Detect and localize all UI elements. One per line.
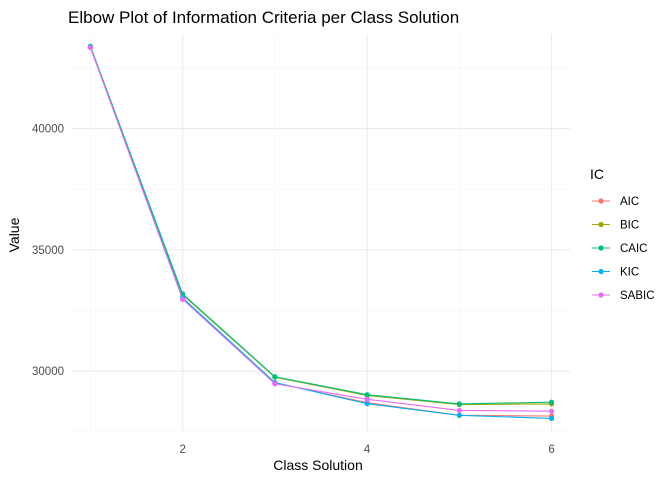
legend-key-point — [598, 292, 604, 298]
x-tick-label: 6 — [548, 444, 554, 456]
grid-lines — [72, 34, 570, 433]
series-line-sabic — [89, 47, 552, 412]
legend-key-point — [598, 245, 604, 251]
data-point-caic — [548, 399, 555, 405]
series-line-bic — [89, 46, 552, 406]
series-caic — [87, 43, 555, 407]
plot-panel — [72, 34, 570, 433]
x-axis-ticks: 2 4 6 — [179, 444, 554, 456]
y-tick-label: 40000 — [32, 124, 64, 136]
data-point-sabic — [180, 296, 186, 302]
y-tick-label: 35000 — [32, 245, 64, 257]
series-line-caic — [89, 46, 552, 405]
legend-key-point — [598, 268, 604, 275]
legend-label-sabic: SABIC — [620, 290, 655, 302]
series-bic — [87, 44, 555, 408]
series-layer — [87, 43, 555, 422]
data-point-sabic — [364, 396, 370, 402]
legend-item-caic: CAIC — [592, 243, 647, 255]
legend-key-point — [598, 198, 604, 204]
legend-title: IC — [590, 166, 604, 182]
x-axis-title: Class Solution — [273, 457, 363, 473]
legend-item-aic: AIC — [592, 196, 639, 208]
legend-item-sabic: SABIC — [592, 290, 655, 302]
data-point-kic — [456, 412, 462, 418]
data-point-kic — [364, 401, 370, 407]
legend-item-kic: KIC — [592, 267, 639, 279]
legend-item-bic: BIC — [592, 220, 639, 232]
legend-key-point — [598, 221, 604, 228]
data-point-kic — [548, 415, 555, 422]
legend-label-bic: BIC — [620, 220, 639, 232]
data-point-sabic — [456, 407, 462, 414]
data-point-sabic — [548, 408, 555, 414]
series-sabic — [87, 44, 555, 414]
legend-label-kic: KIC — [620, 267, 639, 279]
y-tick-label: 30000 — [32, 366, 64, 378]
y-axis-title: Value — [6, 217, 22, 252]
legend-label-aic: AIC — [620, 196, 639, 208]
chart-title: Elbow Plot of Information Criteria per C… — [68, 8, 459, 27]
y-axis-ticks: 30000 35000 40000 — [32, 124, 64, 379]
data-point-caic — [364, 392, 370, 398]
legend-label-caic: CAIC — [620, 243, 647, 255]
data-point-caic — [272, 374, 278, 380]
legend: IC AIC BIC CAIC KIC SABIC — [590, 166, 655, 302]
x-tick-label: 2 — [179, 444, 185, 456]
x-tick-label: 4 — [364, 444, 371, 456]
legend-items: AIC BIC CAIC KIC SABIC — [592, 196, 655, 302]
data-point-sabic — [87, 44, 94, 51]
data-point-sabic — [272, 381, 278, 387]
data-point-caic — [456, 401, 462, 407]
